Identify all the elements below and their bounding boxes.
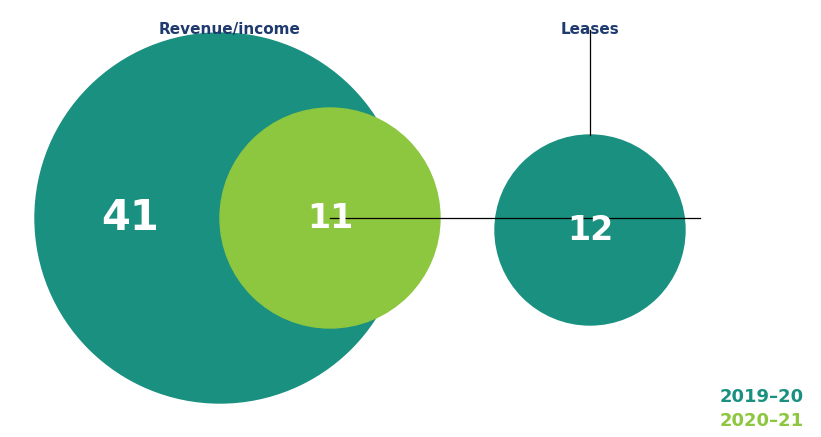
Text: 2020–21: 2020–21 (720, 412, 804, 430)
Circle shape (35, 33, 405, 403)
Text: 12: 12 (566, 214, 613, 246)
Text: 41: 41 (101, 197, 159, 239)
Text: Leases: Leases (561, 22, 619, 37)
Text: 11: 11 (307, 201, 353, 235)
Text: Revenue/income: Revenue/income (159, 22, 301, 37)
Circle shape (495, 135, 685, 325)
Circle shape (220, 108, 440, 328)
Text: 2019–20: 2019–20 (720, 388, 804, 406)
